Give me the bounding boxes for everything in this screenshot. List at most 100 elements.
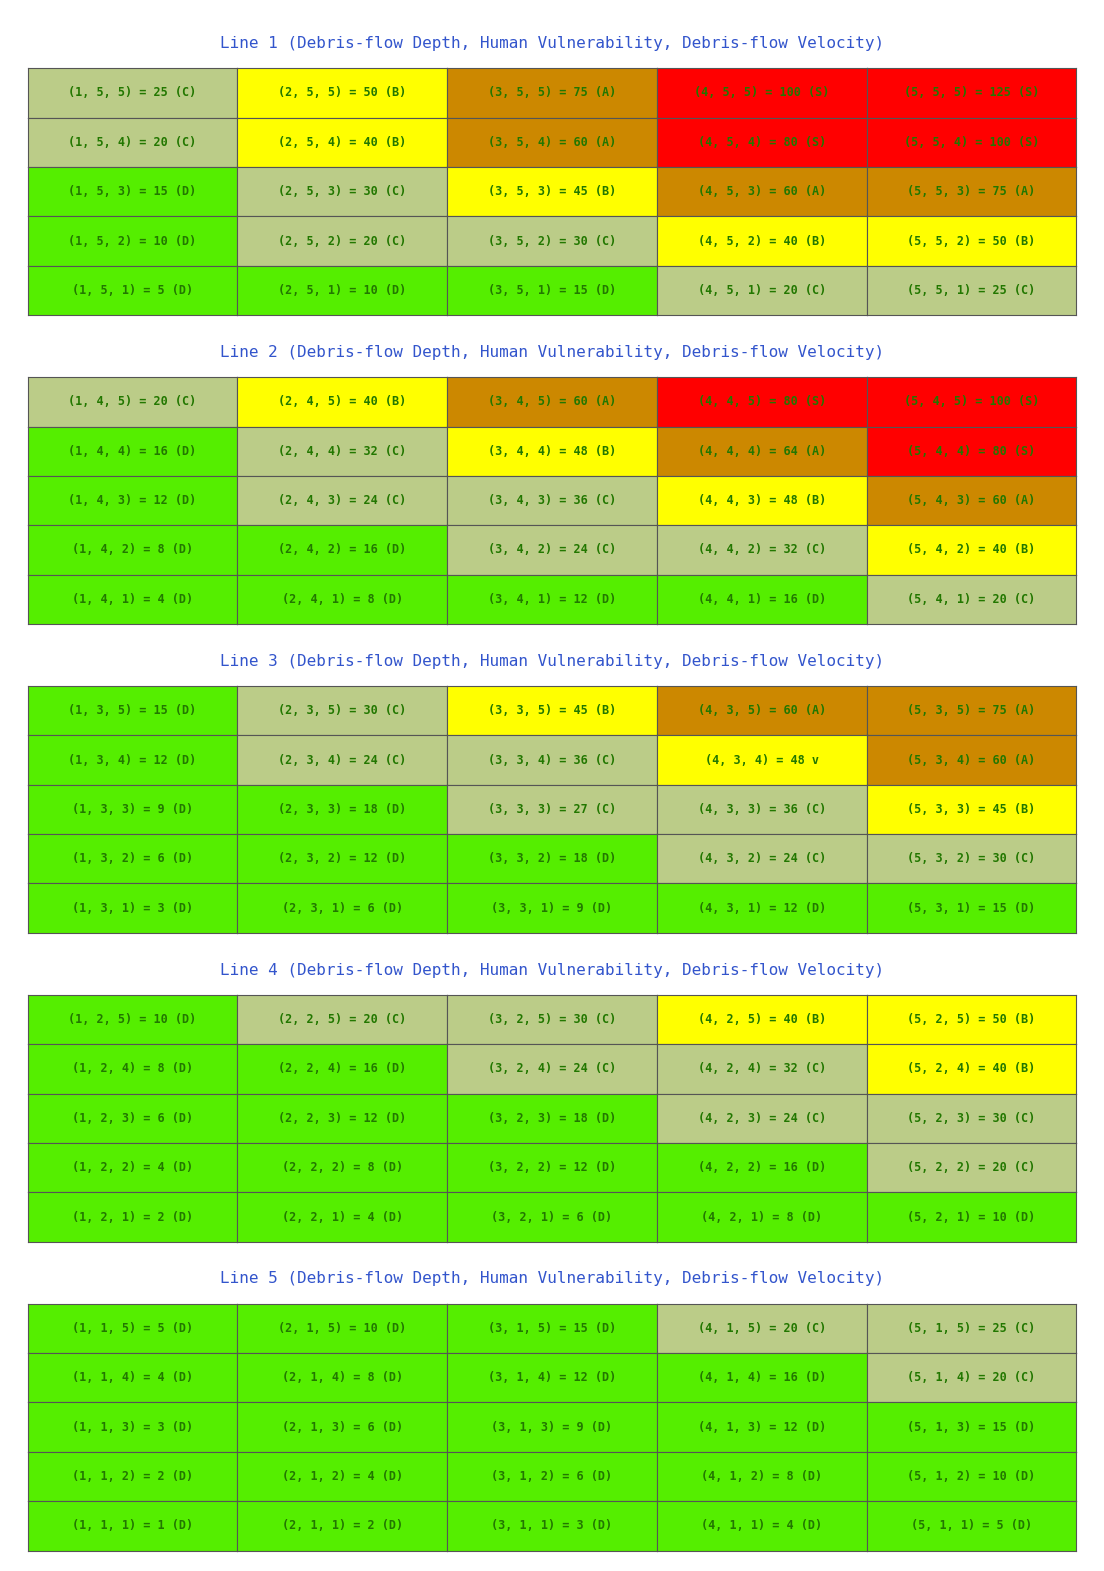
Text: (3, 1, 2) = 6 (D): (3, 1, 2) = 6 (D) bbox=[491, 1470, 613, 1483]
Text: (4, 5, 2) = 40 (B): (4, 5, 2) = 40 (B) bbox=[698, 234, 826, 248]
Text: Line 3 (Debris-flow Depth, Human Vulnerability, Debris-flow Velocity): Line 3 (Debris-flow Depth, Human Vulnera… bbox=[220, 654, 884, 669]
Text: (5, 1, 2) = 10 (D): (5, 1, 2) = 10 (D) bbox=[907, 1470, 1036, 1483]
Text: (2, 1, 5) = 10 (D): (2, 1, 5) = 10 (D) bbox=[278, 1321, 406, 1335]
Text: (1, 2, 5) = 10 (D): (1, 2, 5) = 10 (D) bbox=[68, 1013, 197, 1026]
Text: (3, 2, 3) = 18 (D): (3, 2, 3) = 18 (D) bbox=[488, 1112, 616, 1125]
Text: (2, 1, 2) = 4 (D): (2, 1, 2) = 4 (D) bbox=[282, 1470, 403, 1483]
Text: (2, 1, 3) = 6 (D): (2, 1, 3) = 6 (D) bbox=[282, 1420, 403, 1434]
Text: (3, 5, 5) = 75 (A): (3, 5, 5) = 75 (A) bbox=[488, 86, 616, 99]
Text: (5, 3, 2) = 30 (C): (5, 3, 2) = 30 (C) bbox=[907, 853, 1036, 866]
Text: (5, 2, 2) = 20 (C): (5, 2, 2) = 20 (C) bbox=[907, 1161, 1036, 1174]
Text: (3, 4, 3) = 36 (C): (3, 4, 3) = 36 (C) bbox=[488, 493, 616, 507]
Text: (4, 4, 1) = 16 (D): (4, 4, 1) = 16 (D) bbox=[698, 592, 826, 606]
Text: (4, 2, 5) = 40 (B): (4, 2, 5) = 40 (B) bbox=[698, 1013, 826, 1026]
Text: (2, 5, 3) = 30 (C): (2, 5, 3) = 30 (C) bbox=[278, 185, 406, 198]
Text: (1, 1, 1) = 1 (D): (1, 1, 1) = 1 (D) bbox=[72, 1519, 193, 1532]
Text: (2, 3, 5) = 30 (C): (2, 3, 5) = 30 (C) bbox=[278, 704, 406, 718]
Text: (5, 5, 5) = 125 (S): (5, 5, 5) = 125 (S) bbox=[904, 86, 1039, 99]
Text: (4, 4, 4) = 64 (A): (4, 4, 4) = 64 (A) bbox=[698, 445, 826, 457]
Text: (3, 3, 2) = 18 (D): (3, 3, 2) = 18 (D) bbox=[488, 853, 616, 866]
Text: Line 4 (Debris-flow Depth, Human Vulnerability, Debris-flow Velocity): Line 4 (Debris-flow Depth, Human Vulnera… bbox=[220, 963, 884, 977]
Text: (3, 5, 1) = 15 (D): (3, 5, 1) = 15 (D) bbox=[488, 284, 616, 297]
Text: (2, 3, 1) = 6 (D): (2, 3, 1) = 6 (D) bbox=[282, 902, 403, 914]
Text: (2, 4, 3) = 24 (C): (2, 4, 3) = 24 (C) bbox=[278, 493, 406, 507]
Text: (3, 3, 4) = 36 (C): (3, 3, 4) = 36 (C) bbox=[488, 754, 616, 767]
Text: (4, 3, 2) = 24 (C): (4, 3, 2) = 24 (C) bbox=[698, 853, 826, 866]
Text: (2, 2, 1) = 4 (D): (2, 2, 1) = 4 (D) bbox=[282, 1211, 403, 1224]
Text: (1, 5, 2) = 10 (D): (1, 5, 2) = 10 (D) bbox=[68, 234, 197, 248]
Text: (4, 3, 4) = 48 v: (4, 3, 4) = 48 v bbox=[704, 754, 819, 767]
Text: (2, 3, 4) = 24 (C): (2, 3, 4) = 24 (C) bbox=[278, 754, 406, 767]
Text: (5, 5, 1) = 25 (C): (5, 5, 1) = 25 (C) bbox=[907, 284, 1036, 297]
Text: (2, 2, 3) = 12 (D): (2, 2, 3) = 12 (D) bbox=[278, 1112, 406, 1125]
Text: (1, 4, 2) = 8 (D): (1, 4, 2) = 8 (D) bbox=[72, 544, 193, 556]
Text: (1, 5, 1) = 5 (D): (1, 5, 1) = 5 (D) bbox=[72, 284, 193, 297]
Text: (5, 4, 2) = 40 (B): (5, 4, 2) = 40 (B) bbox=[907, 544, 1036, 556]
Text: (2, 2, 4) = 16 (D): (2, 2, 4) = 16 (D) bbox=[278, 1062, 406, 1076]
Text: (1, 1, 3) = 3 (D): (1, 1, 3) = 3 (D) bbox=[72, 1420, 193, 1434]
Text: (2, 5, 2) = 20 (C): (2, 5, 2) = 20 (C) bbox=[278, 234, 406, 248]
Text: (3, 4, 4) = 48 (B): (3, 4, 4) = 48 (B) bbox=[488, 445, 616, 457]
Text: (2, 4, 1) = 8 (D): (2, 4, 1) = 8 (D) bbox=[282, 592, 403, 606]
Text: Line 2 (Debris-flow Depth, Human Vulnerability, Debris-flow Velocity): Line 2 (Debris-flow Depth, Human Vulnera… bbox=[220, 346, 884, 360]
Text: (2, 4, 2) = 16 (D): (2, 4, 2) = 16 (D) bbox=[278, 544, 406, 556]
Text: (4, 3, 1) = 12 (D): (4, 3, 1) = 12 (D) bbox=[698, 902, 826, 914]
Text: (3, 5, 2) = 30 (C): (3, 5, 2) = 30 (C) bbox=[488, 234, 616, 248]
Text: (2, 1, 1) = 2 (D): (2, 1, 1) = 2 (D) bbox=[282, 1519, 403, 1532]
Text: (1, 4, 5) = 20 (C): (1, 4, 5) = 20 (C) bbox=[68, 396, 197, 408]
Text: (5, 4, 4) = 80 (S): (5, 4, 4) = 80 (S) bbox=[907, 445, 1036, 457]
Text: (3, 2, 4) = 24 (C): (3, 2, 4) = 24 (C) bbox=[488, 1062, 616, 1076]
Text: (5, 4, 1) = 20 (C): (5, 4, 1) = 20 (C) bbox=[907, 592, 1036, 606]
Text: (4, 3, 3) = 36 (C): (4, 3, 3) = 36 (C) bbox=[698, 803, 826, 815]
Text: (4, 1, 2) = 8 (D): (4, 1, 2) = 8 (D) bbox=[701, 1470, 822, 1483]
Text: (3, 4, 5) = 60 (A): (3, 4, 5) = 60 (A) bbox=[488, 396, 616, 408]
Text: (5, 2, 5) = 50 (B): (5, 2, 5) = 50 (B) bbox=[907, 1013, 1036, 1026]
Text: (3, 2, 5) = 30 (C): (3, 2, 5) = 30 (C) bbox=[488, 1013, 616, 1026]
Text: (3, 1, 4) = 12 (D): (3, 1, 4) = 12 (D) bbox=[488, 1371, 616, 1384]
Text: (5, 1, 5) = 25 (C): (5, 1, 5) = 25 (C) bbox=[907, 1321, 1036, 1335]
Text: (1, 2, 2) = 4 (D): (1, 2, 2) = 4 (D) bbox=[72, 1161, 193, 1174]
Text: (2, 5, 4) = 40 (B): (2, 5, 4) = 40 (B) bbox=[278, 135, 406, 149]
Text: (4, 4, 3) = 48 (B): (4, 4, 3) = 48 (B) bbox=[698, 493, 826, 507]
Text: (5, 5, 3) = 75 (A): (5, 5, 3) = 75 (A) bbox=[907, 185, 1036, 198]
Text: (1, 3, 1) = 3 (D): (1, 3, 1) = 3 (D) bbox=[72, 902, 193, 914]
Text: (3, 5, 4) = 60 (A): (3, 5, 4) = 60 (A) bbox=[488, 135, 616, 149]
Text: (3, 1, 3) = 9 (D): (3, 1, 3) = 9 (D) bbox=[491, 1420, 613, 1434]
Text: (1, 5, 5) = 25 (C): (1, 5, 5) = 25 (C) bbox=[68, 86, 197, 99]
Text: (2, 1, 4) = 8 (D): (2, 1, 4) = 8 (D) bbox=[282, 1371, 403, 1384]
Text: (4, 3, 5) = 60 (A): (4, 3, 5) = 60 (A) bbox=[698, 704, 826, 718]
Text: (5, 3, 5) = 75 (A): (5, 3, 5) = 75 (A) bbox=[907, 704, 1036, 718]
Text: (5, 4, 5) = 100 (S): (5, 4, 5) = 100 (S) bbox=[904, 396, 1039, 408]
Text: (3, 4, 1) = 12 (D): (3, 4, 1) = 12 (D) bbox=[488, 592, 616, 606]
Text: (4, 2, 1) = 8 (D): (4, 2, 1) = 8 (D) bbox=[701, 1211, 822, 1224]
Text: (4, 5, 4) = 80 (S): (4, 5, 4) = 80 (S) bbox=[698, 135, 826, 149]
Text: (3, 1, 5) = 15 (D): (3, 1, 5) = 15 (D) bbox=[488, 1321, 616, 1335]
Text: (4, 1, 5) = 20 (C): (4, 1, 5) = 20 (C) bbox=[698, 1321, 826, 1335]
Text: (2, 3, 2) = 12 (D): (2, 3, 2) = 12 (D) bbox=[278, 853, 406, 866]
Text: (2, 4, 4) = 32 (C): (2, 4, 4) = 32 (C) bbox=[278, 445, 406, 457]
Text: (4, 2, 4) = 32 (C): (4, 2, 4) = 32 (C) bbox=[698, 1062, 826, 1076]
Text: (4, 1, 3) = 12 (D): (4, 1, 3) = 12 (D) bbox=[698, 1420, 826, 1434]
Text: (1, 2, 1) = 2 (D): (1, 2, 1) = 2 (D) bbox=[72, 1211, 193, 1224]
Text: (3, 2, 1) = 6 (D): (3, 2, 1) = 6 (D) bbox=[491, 1211, 613, 1224]
Text: (1, 4, 4) = 16 (D): (1, 4, 4) = 16 (D) bbox=[68, 445, 197, 457]
Text: Line 1 (Debris-flow Depth, Human Vulnerability, Debris-flow Velocity): Line 1 (Debris-flow Depth, Human Vulnera… bbox=[220, 36, 884, 52]
Text: (4, 1, 1) = 4 (D): (4, 1, 1) = 4 (D) bbox=[701, 1519, 822, 1532]
Text: (1, 3, 4) = 12 (D): (1, 3, 4) = 12 (D) bbox=[68, 754, 197, 767]
Text: (4, 5, 1) = 20 (C): (4, 5, 1) = 20 (C) bbox=[698, 284, 826, 297]
Text: (5, 2, 3) = 30 (C): (5, 2, 3) = 30 (C) bbox=[907, 1112, 1036, 1125]
Text: (5, 5, 4) = 100 (S): (5, 5, 4) = 100 (S) bbox=[904, 135, 1039, 149]
Text: (4, 5, 3) = 60 (A): (4, 5, 3) = 60 (A) bbox=[698, 185, 826, 198]
Text: (4, 4, 2) = 32 (C): (4, 4, 2) = 32 (C) bbox=[698, 544, 826, 556]
Text: (2, 5, 5) = 50 (B): (2, 5, 5) = 50 (B) bbox=[278, 86, 406, 99]
Text: (5, 4, 3) = 60 (A): (5, 4, 3) = 60 (A) bbox=[907, 493, 1036, 507]
Text: (5, 1, 4) = 20 (C): (5, 1, 4) = 20 (C) bbox=[907, 1371, 1036, 1384]
Text: (1, 1, 2) = 2 (D): (1, 1, 2) = 2 (D) bbox=[72, 1470, 193, 1483]
Text: (1, 5, 3) = 15 (D): (1, 5, 3) = 15 (D) bbox=[68, 185, 197, 198]
Text: (1, 2, 3) = 6 (D): (1, 2, 3) = 6 (D) bbox=[72, 1112, 193, 1125]
Text: (3, 3, 3) = 27 (C): (3, 3, 3) = 27 (C) bbox=[488, 803, 616, 815]
Text: (1, 4, 3) = 12 (D): (1, 4, 3) = 12 (D) bbox=[68, 493, 197, 507]
Text: (2, 5, 1) = 10 (D): (2, 5, 1) = 10 (D) bbox=[278, 284, 406, 297]
Text: (5, 1, 1) = 5 (D): (5, 1, 1) = 5 (D) bbox=[911, 1519, 1032, 1532]
Text: (2, 4, 5) = 40 (B): (2, 4, 5) = 40 (B) bbox=[278, 396, 406, 408]
